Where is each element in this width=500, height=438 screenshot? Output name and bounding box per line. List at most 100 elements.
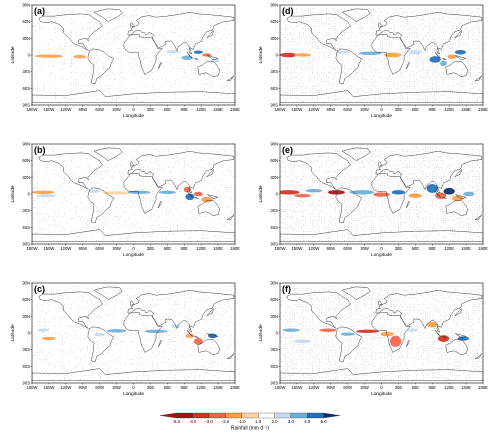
x-tick-label: 150E <box>461 246 471 251</box>
y-tick-label: 90N <box>270 3 278 8</box>
x-tick-label: 30W <box>360 385 369 390</box>
y-axis-label: Latitude <box>10 46 16 63</box>
x-tick-label: 180W <box>27 107 38 112</box>
x-tick-label: 180E <box>230 246 240 251</box>
anomaly-patch <box>294 53 311 56</box>
colorbar-segment <box>193 413 209 418</box>
x-tick-label: 180E <box>230 107 240 112</box>
y-tick-label: 0 <box>276 331 279 336</box>
anomaly-patch <box>305 189 322 192</box>
y-axis-label: Latitude <box>258 185 264 202</box>
anomaly-patch <box>427 184 438 193</box>
x-tick-label: 90W <box>326 246 335 251</box>
anomaly-patch <box>409 50 423 54</box>
anomaly-patch <box>341 332 355 335</box>
y-tick-label: 0 <box>276 192 279 197</box>
colorbar-segment <box>307 413 323 418</box>
x-tick-label: 60W <box>95 385 104 390</box>
x-tick-label: 0 <box>380 385 383 390</box>
x-tick-label: 60W <box>343 107 352 112</box>
y-tick-label: 30S <box>23 347 31 352</box>
x-tick-label: 90E <box>429 385 437 390</box>
y-tick-label: 30N <box>22 314 30 319</box>
x-tick-label: 30E <box>147 107 155 112</box>
x-tick-label: 180W <box>27 246 38 251</box>
x-tick-label: 0 <box>132 107 135 112</box>
y-tick-label: 60S <box>23 225 31 230</box>
anomaly-patch <box>447 54 456 58</box>
panel-label: (b) <box>34 145 46 155</box>
y-axis-label: Latitude <box>258 324 264 341</box>
anomaly-patch <box>201 197 212 203</box>
y-tick-label: 90S <box>23 103 31 108</box>
x-tick-label: 90E <box>429 107 437 112</box>
y-tick-label: 90S <box>271 103 279 108</box>
anomaly-patch <box>294 194 311 197</box>
x-tick-label: 150W <box>43 107 54 112</box>
x-tick-label: 180E <box>478 246 488 251</box>
x-tick-label: 60E <box>412 385 420 390</box>
panel-label: (e) <box>282 145 293 155</box>
x-tick-label: 150W <box>291 385 302 390</box>
y-tick-label: 90N <box>22 3 30 8</box>
y-tick-label: 60N <box>22 19 30 24</box>
anomaly-patch <box>35 54 63 57</box>
anomaly-patch <box>283 329 300 332</box>
anomaly-patch <box>407 329 418 332</box>
x-tick-label: 150E <box>461 385 471 390</box>
anomaly-patch <box>194 192 203 196</box>
anomaly-patch <box>159 191 176 194</box>
x-tick-label: 120E <box>444 385 454 390</box>
x-tick-label: 150W <box>43 385 54 390</box>
y-tick-label: 90S <box>23 242 31 247</box>
x-tick-label: 180E <box>230 385 240 390</box>
x-axis-label: Longitude <box>123 113 144 119</box>
y-tick-label: 30N <box>270 175 278 180</box>
anomaly-patch <box>94 333 105 336</box>
x-tick-label: 120E <box>196 107 206 112</box>
x-tick-label: 120W <box>308 385 319 390</box>
y-tick-label: 90N <box>22 142 30 147</box>
x-tick-label: 30E <box>395 107 403 112</box>
x-tick-label: 120W <box>60 107 71 112</box>
y-tick-label: 0 <box>28 331 31 336</box>
x-tick-label: 60W <box>343 385 352 390</box>
x-tick-label: 0 <box>132 246 135 251</box>
x-tick-label: 60W <box>343 246 352 251</box>
x-tick-label: 60E <box>412 246 420 251</box>
y-tick-label: 30S <box>23 208 31 213</box>
anomaly-patch <box>145 330 168 333</box>
y-tick-label: 30N <box>270 314 278 319</box>
x-tick-label: 180E <box>478 107 488 112</box>
x-tick-label: 30W <box>112 107 121 112</box>
x-tick-label: 60W <box>95 246 104 251</box>
y-tick-label: 90S <box>271 381 279 386</box>
colorbar-tick-label: -2.0 <box>222 419 230 424</box>
x-tick-label: 120E <box>444 246 454 251</box>
y-axis-label: Latitude <box>258 46 264 63</box>
colorbar-segment <box>176 413 192 418</box>
anomaly-patch <box>106 329 126 332</box>
x-tick-label: 60E <box>164 107 172 112</box>
x-tick-label: 90E <box>181 385 189 390</box>
anomaly-patch <box>390 336 401 347</box>
y-tick-label: 60N <box>270 297 278 302</box>
y-tick-label: 60S <box>271 225 279 230</box>
x-tick-label: 180W <box>275 107 286 112</box>
y-tick-label: 30S <box>271 347 279 352</box>
x-axis-label: Longitude <box>371 391 392 397</box>
anomaly-patch <box>392 190 406 194</box>
x-tick-label: 150E <box>213 385 223 390</box>
anomaly-patch <box>88 190 99 193</box>
x-tick-label: 30E <box>147 246 155 251</box>
y-tick-label: 90N <box>270 142 278 147</box>
